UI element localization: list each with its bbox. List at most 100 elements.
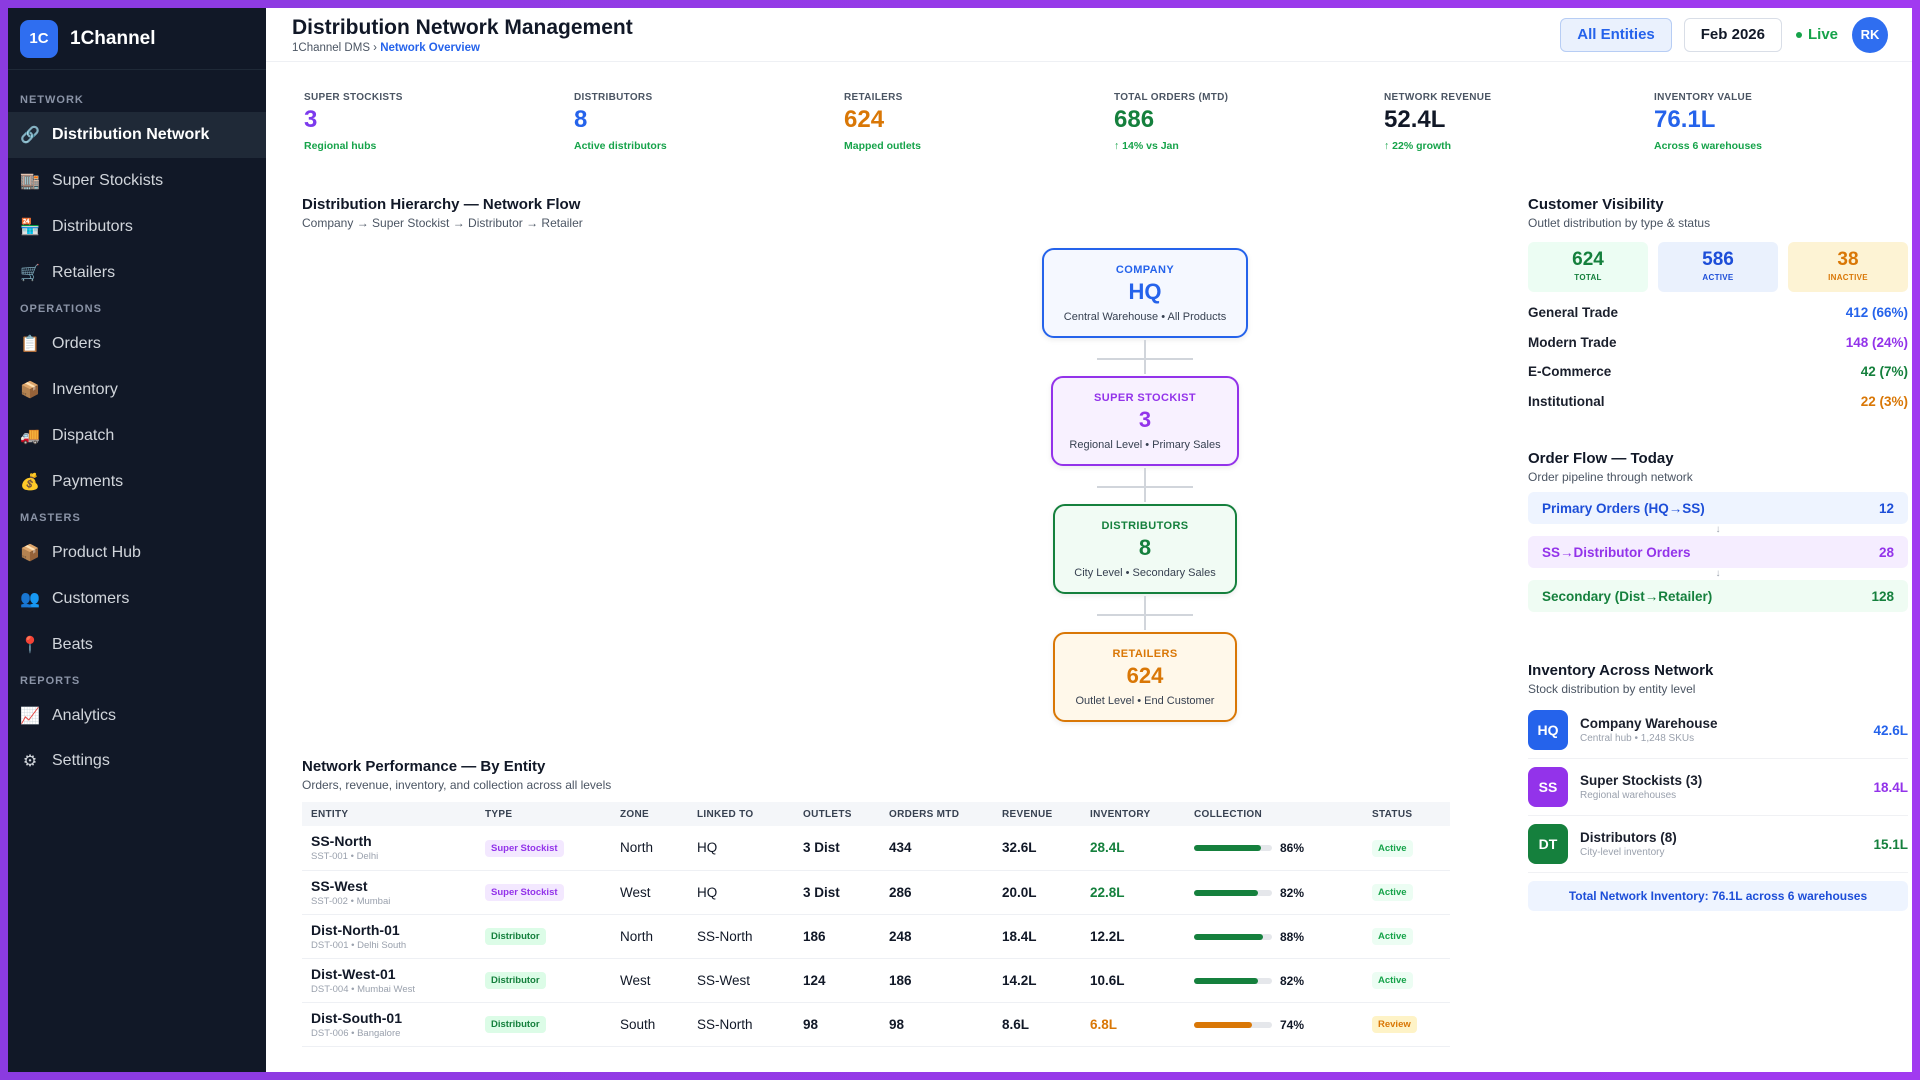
kpi-card-network-revenue[interactable]: NETWORK REVENUE 52.4L ↑ 22% growth (1372, 70, 1642, 168)
trade-row-general-trade[interactable]: General Trade 412 (66%) (1528, 298, 1908, 328)
live-dot-icon (1795, 31, 1802, 38)
entity-name[interactable]: Dist-West-01 (311, 965, 396, 982)
collection-percent: 74% (1280, 1017, 1305, 1032)
table-row[interactable]: Dist-South-01 DST-006 • Bangalore Distribu… (302, 1002, 1450, 1047)
sidebar-item-label: Analytics (52, 707, 117, 724)
order-flow-ss-distributor-orders[interactable]: SS→Distributor Orders 28 (1528, 536, 1908, 568)
kpi-subtext: Regional hubs (304, 140, 377, 152)
trade-row-institutional[interactable]: Institutional 22 (3%) (1528, 387, 1908, 417)
sidebar-item-inventory[interactable]: 📦 Inventory (8, 367, 266, 413)
sidebar-item-retailers[interactable]: 🛒 Retailers (8, 250, 266, 296)
order-flow-secondary-dist-retailer[interactable]: Secondary (Dist→Retailer) 128 (1528, 580, 1908, 612)
table-body: SS-North SST-001 • Delhi Super Stockist Nor… (302, 826, 1450, 1047)
column-header-status[interactable]: STATUS (1363, 802, 1450, 826)
sidebar-item-super-stockists[interactable]: 🏬 Super Stockists (8, 158, 266, 204)
kpi-card-retailers[interactable]: RETAILERS 624 Mapped outlets (832, 70, 1102, 168)
main-content: Distribution Network Management 1Channel… (266, 8, 1912, 1072)
column-header-orders-mtd[interactable]: ORDERS MTD (880, 802, 993, 826)
collection-progress-fill (1194, 1021, 1252, 1028)
visibility-box-inactive[interactable]: 38 INACTIVE (1788, 242, 1908, 292)
column-header-collection[interactable]: COLLECTION (1185, 802, 1363, 826)
table-row[interactable]: Dist-North-01 DST-001 • Delhi South Distri… (302, 914, 1450, 959)
node-value: 624 (1126, 663, 1164, 688)
breadcrumb-separator: › (369, 41, 381, 54)
inventory-name: Distributors (8) (1580, 830, 1677, 845)
entity-name[interactable]: Dist-South-01 (311, 1009, 402, 1026)
user-avatar[interactable]: RK (1852, 16, 1888, 53)
sidebar-item-beats[interactable]: 📍 Beats (8, 622, 266, 668)
hierarchy-subtitle: Company → Super Stockist → Distributor →… (302, 216, 583, 230)
table-row[interactable]: Dist-West-01 DST-004 • Mumbai West Distrib… (302, 958, 1450, 1003)
kpi-label: NETWORK REVENUE (1384, 92, 1492, 103)
cell-status: Active (1363, 870, 1450, 915)
table-row[interactable]: SS-North SST-001 • Delhi Super Stockist Nor… (302, 826, 1450, 871)
breadcrumb-current[interactable]: Network Overview (380, 41, 480, 54)
flow-count: 28 (1878, 544, 1894, 560)
sidebar-item-settings[interactable]: ⚙ Settings (8, 739, 266, 783)
cell-revenue: 20.0L (993, 870, 1081, 915)
column-header-zone[interactable]: ZONE (611, 802, 688, 826)
inventory-row-distributors-8[interactable]: DT Distributors (8) City-level inventory 15… (1528, 816, 1908, 873)
sidebar-item-analytics[interactable]: 📈 Analytics (8, 693, 266, 739)
inventory-row-company-warehouse[interactable]: HQ Company Warehouse Central hub • 1,248 S… (1528, 702, 1908, 759)
column-header-entity[interactable]: ENTITY (302, 802, 476, 826)
kpi-subtext: Active distributors (574, 140, 667, 152)
table-row[interactable]: SS-West SST-002 • Mumbai Super Stockist Wes… (302, 870, 1450, 915)
breadcrumb: 1Channel DMS › Network Overview (292, 42, 1548, 54)
column-header-type[interactable]: TYPE (476, 802, 611, 826)
trade-label: E-Commerce (1528, 364, 1612, 380)
cell-inventory: 22.8L (1081, 870, 1185, 915)
sidebar-item-product-hub[interactable]: 📦 Product Hub (8, 530, 266, 576)
sidebar-item-customers[interactable]: 👥 Customers (8, 576, 266, 622)
period-selector-button[interactable]: Feb 2026 (1683, 17, 1782, 52)
sidebar-item-label: Distribution Network (52, 126, 210, 143)
entity-name[interactable]: SS-West (311, 877, 368, 894)
visibility-box-total[interactable]: 624 TOTAL (1528, 242, 1648, 292)
node-value: HQ (1128, 279, 1162, 304)
inventory-row-super-stockists-3[interactable]: SS Super Stockists (3) Regional warehouses… (1528, 759, 1908, 816)
column-header-revenue[interactable]: REVENUE (993, 802, 1081, 826)
column-header-inventory[interactable]: INVENTORY (1081, 802, 1185, 826)
sidebar-item-distribution-network[interactable]: 🔗 Distribution Network (8, 112, 266, 158)
store-icon: 🏪 (20, 219, 40, 236)
column-header-linked-to[interactable]: LINKED TO (688, 802, 794, 826)
clipboard-icon: 📋 (20, 336, 40, 353)
inventory-name: Company Warehouse (1580, 716, 1718, 731)
kpi-card-distributors[interactable]: DISTRIBUTORS 8 Active distributors (562, 70, 832, 168)
cell-linked-to: HQ (688, 826, 794, 871)
brand[interactable]: 1C 1Channel (8, 8, 266, 70)
order-flow-primary-orders-hq-ss[interactable]: Primary Orders (HQ→SS) 12 (1528, 492, 1908, 524)
all-entities-button[interactable]: All Entities (1560, 17, 1672, 52)
kpi-value: 624 (844, 106, 885, 133)
trade-value: 148 (24%) (1845, 334, 1908, 350)
hierarchy-node-super-stockist[interactable]: SUPER STOCKIST 3 Regional Level • Primary … (1051, 376, 1239, 466)
sidebar-item-distributors[interactable]: 🏪 Distributors (8, 204, 266, 250)
status-badge: Active (1372, 884, 1413, 901)
breadcrumb-root[interactable]: 1Channel DMS (292, 41, 370, 54)
trade-row-e-commerce[interactable]: E-Commerce 42 (7%) (1528, 357, 1908, 387)
nav-section-reports: REPORTS (20, 675, 81, 687)
sidebar-item-payments[interactable]: 💰 Payments (8, 459, 266, 505)
cell-inventory: 10.6L (1081, 958, 1185, 1003)
cell-revenue: 18.4L (993, 914, 1081, 959)
kpi-card-inventory-value[interactable]: INVENTORY VALUE 76.1L Across 6 warehouses (1642, 70, 1912, 168)
brand-name: 1Channel (70, 27, 156, 49)
sidebar-item-orders[interactable]: 📋 Orders (8, 321, 266, 367)
sidebar-item-label: Orders (52, 335, 101, 352)
top-bar: Distribution Network Management 1Channel… (266, 8, 1912, 62)
performance-panel: Network Performance — By Entity Orders, … (302, 758, 1450, 1047)
connector-line (1144, 596, 1146, 630)
column-header-outlets[interactable]: OUTLETS (794, 802, 880, 826)
hierarchy-node-retailers[interactable]: RETAILERS 624 Outlet Level • End Customer (1053, 632, 1237, 722)
hierarchy-node-distributors[interactable]: DISTRIBUTORS 8 City Level • Secondary Sale… (1053, 504, 1237, 594)
kpi-card-super-stockists[interactable]: SUPER STOCKISTS 3 Regional hubs (292, 70, 562, 168)
kpi-card-total-orders-mtd[interactable]: TOTAL ORDERS (MTD) 686 ↑ 14% vs Jan (1102, 70, 1372, 168)
entity-name[interactable]: Dist-North-01 (311, 921, 400, 938)
cell-orders: 286 (880, 870, 993, 915)
sidebar-item-dispatch[interactable]: 🚚 Dispatch (8, 413, 266, 459)
node-label: DISTRIBUTORS (1101, 520, 1189, 532)
entity-name[interactable]: SS-North (311, 833, 372, 850)
hierarchy-node-company[interactable]: COMPANY HQ Central Warehouse • All Product… (1042, 248, 1248, 338)
visibility-box-active[interactable]: 586 ACTIVE (1658, 242, 1778, 292)
trade-row-modern-trade[interactable]: Modern Trade 148 (24%) (1528, 328, 1908, 358)
